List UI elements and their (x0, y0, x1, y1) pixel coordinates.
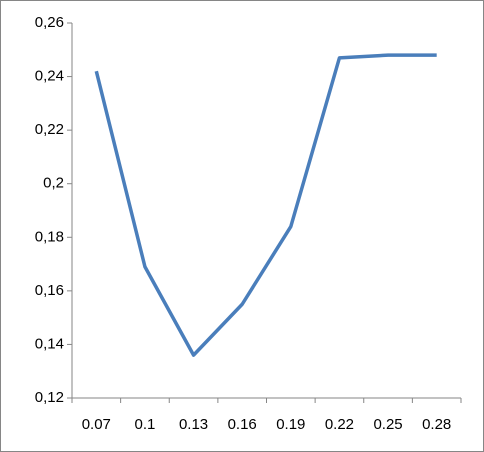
y-tick-label: 0,14 (35, 335, 64, 352)
line (94, 53, 437, 357)
y-tick-label: 0,22 (35, 121, 64, 138)
y-tick-label: 0,16 (35, 282, 64, 299)
x-tick-label: 0.22 (325, 416, 354, 433)
x-tick-label: 0.19 (276, 416, 305, 433)
y-tick-label: 0,24 (35, 68, 64, 85)
x-tick-label: 0.1 (135, 416, 156, 433)
y-tick-label: 0,12 (35, 389, 64, 406)
x-tick-label: 0.25 (373, 416, 402, 433)
x-tick-label: 0.16 (228, 416, 257, 433)
y-tick-label: 0,26 (35, 14, 64, 31)
x-tick-label: 0.07 (82, 416, 111, 433)
y-tick-label: 0,18 (35, 228, 64, 245)
y-tick-label: 0,2 (43, 175, 64, 192)
x-tick-label: 0.13 (179, 416, 208, 433)
x-tick-label: 0.28 (422, 416, 451, 433)
